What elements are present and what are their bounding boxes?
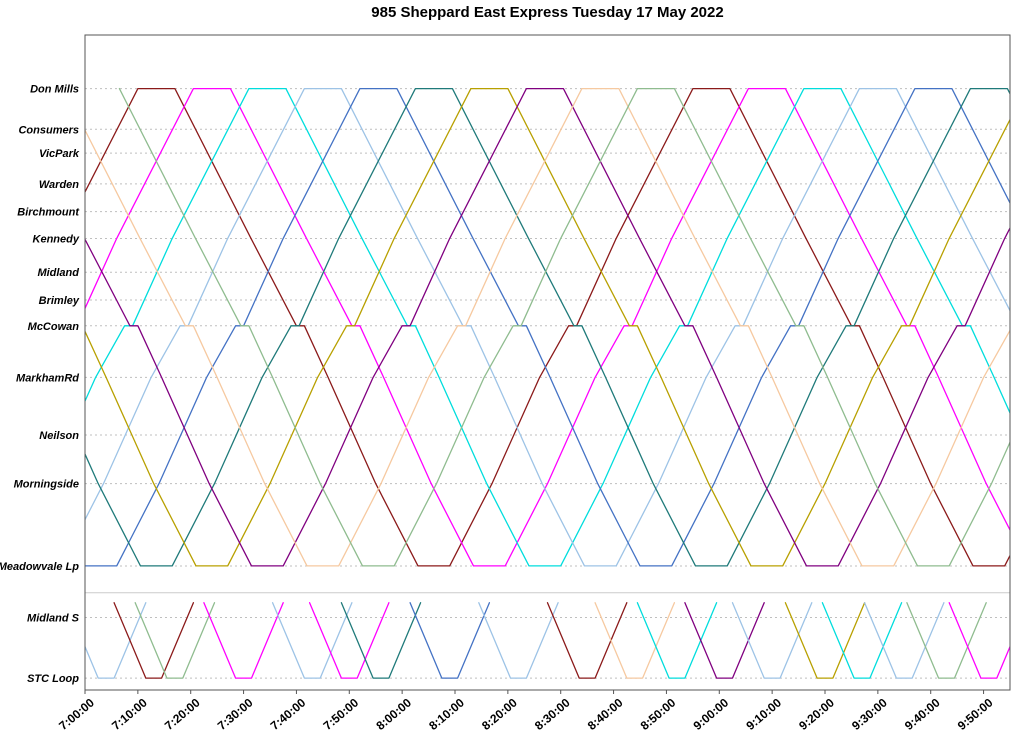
time-tick-label: 8:20:00 bbox=[479, 695, 520, 733]
plot-frame bbox=[84, 34, 1011, 691]
time-tick-label: 9:50:00 bbox=[955, 695, 996, 733]
branch-trip-line bbox=[821, 602, 903, 679]
trip-line bbox=[85, 87, 1010, 567]
time-tick-label: 7:00:00 bbox=[56, 695, 97, 733]
time-tick-label: 7:30:00 bbox=[215, 695, 256, 733]
station-label: Meadowvale Lp bbox=[0, 561, 79, 573]
time-tick-label: 8:40:00 bbox=[585, 695, 626, 733]
trip-line bbox=[118, 87, 1010, 567]
time-tick-label: 7:40:00 bbox=[268, 695, 309, 733]
trip-line bbox=[85, 87, 1010, 567]
branch-trip-line bbox=[594, 602, 676, 679]
trip-line bbox=[85, 87, 1010, 567]
branch-trip-line bbox=[308, 602, 390, 679]
station-label: McCowan bbox=[28, 321, 80, 333]
branch-trip-line bbox=[134, 602, 216, 679]
station-label: Morningside bbox=[14, 479, 79, 491]
time-tick-label: 8:00:00 bbox=[373, 695, 414, 733]
branch-trip-line bbox=[271, 602, 353, 679]
time-tick-label: 7:20:00 bbox=[162, 695, 203, 733]
chart-title: 985 Sheppard East Express Tuesday 17 May… bbox=[371, 4, 724, 21]
branch-trip-line bbox=[113, 602, 195, 679]
time-tick-label: 8:30:00 bbox=[532, 695, 573, 733]
station-label: Consumers bbox=[18, 124, 79, 136]
station-label: Don Mills bbox=[30, 84, 79, 96]
station-label: Midland S bbox=[27, 613, 80, 625]
branch-trip-line bbox=[784, 602, 866, 679]
time-tick-label: 7:10:00 bbox=[109, 695, 150, 733]
time-tick-label: 9:00:00 bbox=[691, 695, 732, 733]
time-tick-label: 9:40:00 bbox=[902, 695, 943, 733]
time-tick-label: 8:10:00 bbox=[426, 695, 467, 733]
station-label: Neilson bbox=[39, 430, 79, 442]
station-label: Warden bbox=[39, 179, 79, 191]
station-label: Birchmount bbox=[17, 207, 80, 219]
trip-line bbox=[85, 87, 1010, 567]
station-label: Brimley bbox=[39, 295, 80, 307]
branch-trip-line bbox=[340, 602, 422, 679]
branch-trip-line bbox=[948, 602, 1010, 679]
station-label: VicPark bbox=[39, 148, 80, 160]
time-tick-label: 7:50:00 bbox=[321, 695, 362, 733]
branch-trip-line bbox=[409, 602, 491, 679]
branch-trip-line bbox=[636, 602, 718, 679]
branch-trip-line bbox=[906, 602, 987, 679]
time-tick-label: 9:30:00 bbox=[849, 695, 890, 733]
time-tick-label: 8:50:00 bbox=[638, 695, 679, 733]
time-tick-label: 9:10:00 bbox=[743, 695, 784, 733]
branch-trip-line bbox=[478, 602, 559, 679]
trip-line bbox=[85, 87, 1010, 567]
branch-trip-line bbox=[203, 602, 284, 679]
time-tick-label: 9:20:00 bbox=[796, 695, 837, 733]
branch-trip-line bbox=[731, 602, 813, 679]
trip-line bbox=[85, 87, 1010, 567]
station-label: STC Loop bbox=[27, 673, 79, 685]
trip-line bbox=[85, 87, 1010, 567]
station-label: Midland bbox=[37, 267, 79, 279]
station-label: Kennedy bbox=[33, 233, 80, 245]
branch-trip-line bbox=[546, 602, 628, 679]
station-label: MarkhamRd bbox=[16, 372, 79, 384]
trip-line bbox=[85, 87, 1010, 567]
branch-trip-line bbox=[863, 602, 945, 679]
trip-line bbox=[85, 87, 1010, 567]
branch-trip-line bbox=[684, 602, 765, 679]
